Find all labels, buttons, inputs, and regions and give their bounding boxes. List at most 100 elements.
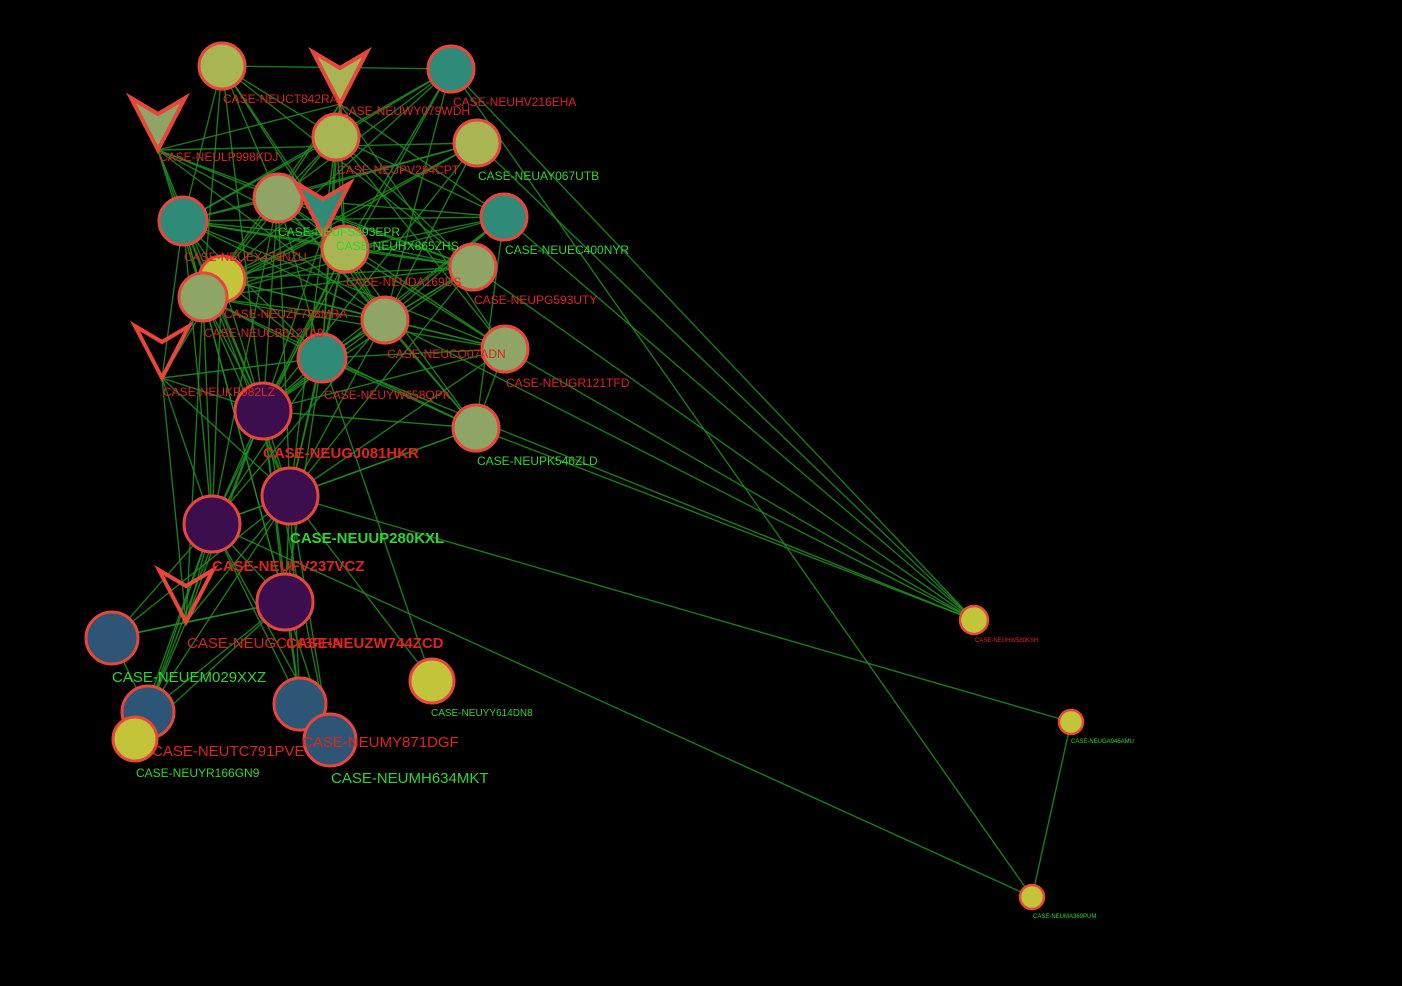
node-circle[interactable] <box>84 610 140 666</box>
node-label: CASE-NEUMH634MKT <box>331 770 489 787</box>
node-circle[interactable] <box>311 112 361 162</box>
node-label: CASE-NEUYY614DN8 <box>431 708 533 719</box>
edge <box>211 278 223 525</box>
node-circle[interactable] <box>452 118 502 168</box>
edge <box>344 248 506 350</box>
node-circle[interactable] <box>182 494 242 554</box>
edge <box>202 266 474 298</box>
edge <box>157 103 341 151</box>
label-layer: CASE-NEUCT842RACASE-NEUWY079WDHCASE-NEUH… <box>112 92 1134 920</box>
edge <box>211 523 301 705</box>
node-label: CASE-NEUCO07ADN <box>387 347 506 361</box>
node-marker-v[interactable] <box>291 177 355 240</box>
node-label: CASE-NEUHV216EHA <box>453 95 576 109</box>
edge <box>182 220 213 525</box>
edge <box>221 65 474 268</box>
edge <box>182 220 386 321</box>
node-label: CASE-NEUAY067UTB <box>478 169 599 183</box>
edge <box>202 296 213 525</box>
edge <box>335 136 505 218</box>
edge <box>321 357 433 682</box>
edge <box>147 410 264 713</box>
edge <box>277 197 291 497</box>
node-marker-v[interactable] <box>308 46 372 109</box>
edge <box>221 68 452 280</box>
node-marker-v[interactable] <box>154 564 218 627</box>
edge <box>202 296 506 350</box>
node-label: CASE-NEUEC400NYR <box>505 243 629 257</box>
node-label: CASE-NEUTC791PVE <box>152 743 305 760</box>
edge <box>335 136 474 268</box>
node-circle[interactable] <box>157 195 209 247</box>
node-circle[interactable] <box>1018 883 1046 911</box>
edge <box>1031 721 1072 898</box>
node-circle[interactable] <box>302 712 358 768</box>
edge <box>289 348 506 497</box>
edge <box>321 357 477 429</box>
node-label: CASE-NEUCB612TA9 <box>204 326 324 340</box>
node-label: CASE-NEUGJ081HKR <box>263 445 419 462</box>
edge <box>472 266 975 621</box>
edge <box>211 197 279 525</box>
node-circle[interactable] <box>111 715 159 763</box>
node-circle[interactable] <box>260 466 320 526</box>
edge <box>262 410 477 429</box>
node-circle[interactable] <box>1057 708 1085 736</box>
node-label: CASE-NEUKP982LZ <box>163 385 275 399</box>
edge <box>182 220 264 412</box>
edge <box>147 495 291 713</box>
edge <box>185 296 204 623</box>
node-label: CASE-NEUEX478NZU <box>184 250 307 264</box>
node-label: CASE-NEUGR121TFD <box>506 376 630 390</box>
node-circle[interactable] <box>320 224 370 274</box>
node-circle[interactable] <box>408 657 456 705</box>
node-circle[interactable] <box>272 676 328 732</box>
node-circle[interactable] <box>197 41 247 91</box>
node-circle[interactable] <box>479 192 529 242</box>
node-label: CASE-NEUGC143FHA <box>187 635 342 652</box>
edge <box>262 348 506 412</box>
node-label: CASE-NEUMY871DGF <box>302 734 459 751</box>
edge <box>289 495 1072 723</box>
edge <box>202 296 386 321</box>
node-circle[interactable] <box>480 324 530 374</box>
edge <box>182 220 323 359</box>
node-label: CASE-NEUDA169DS <box>346 275 461 289</box>
edge <box>202 65 223 298</box>
edge <box>182 136 337 222</box>
node-label: CASE-NEUYW658QPK <box>324 388 451 402</box>
edge <box>161 220 184 379</box>
edge <box>450 68 975 621</box>
node-label: CASE-NEUCT842RA <box>223 92 338 106</box>
edge <box>262 197 279 412</box>
edge <box>161 357 323 379</box>
node-marker-v[interactable] <box>126 92 190 155</box>
node-label: CASE-NEUFS393EPR <box>278 225 400 239</box>
edge <box>182 216 505 222</box>
edge <box>321 216 505 359</box>
node-label: CASE-NEUPV284CPT <box>337 163 460 177</box>
node-circle[interactable] <box>177 271 229 323</box>
edge <box>289 495 433 682</box>
edge <box>475 216 505 429</box>
node-circle[interactable] <box>448 242 498 292</box>
node-circle[interactable] <box>360 295 410 345</box>
node-circle[interactable] <box>426 44 476 94</box>
node-marker-v[interactable] <box>130 320 194 383</box>
node-label: CASE-NEUPK546ZLD <box>477 454 598 468</box>
node-circle[interactable] <box>296 332 348 384</box>
edge <box>321 357 975 621</box>
node-layer <box>84 41 1085 911</box>
node-label: CASE-NEUMA369PUM <box>1033 914 1096 920</box>
edge <box>277 68 452 199</box>
edge <box>211 319 386 525</box>
node-circle[interactable] <box>255 572 315 632</box>
edge <box>503 216 975 621</box>
node-circle[interactable] <box>958 604 990 636</box>
edge <box>339 103 505 218</box>
edge <box>262 410 301 705</box>
node-circle[interactable] <box>233 381 293 441</box>
node-circle[interactable] <box>451 403 501 453</box>
edge <box>321 348 506 359</box>
